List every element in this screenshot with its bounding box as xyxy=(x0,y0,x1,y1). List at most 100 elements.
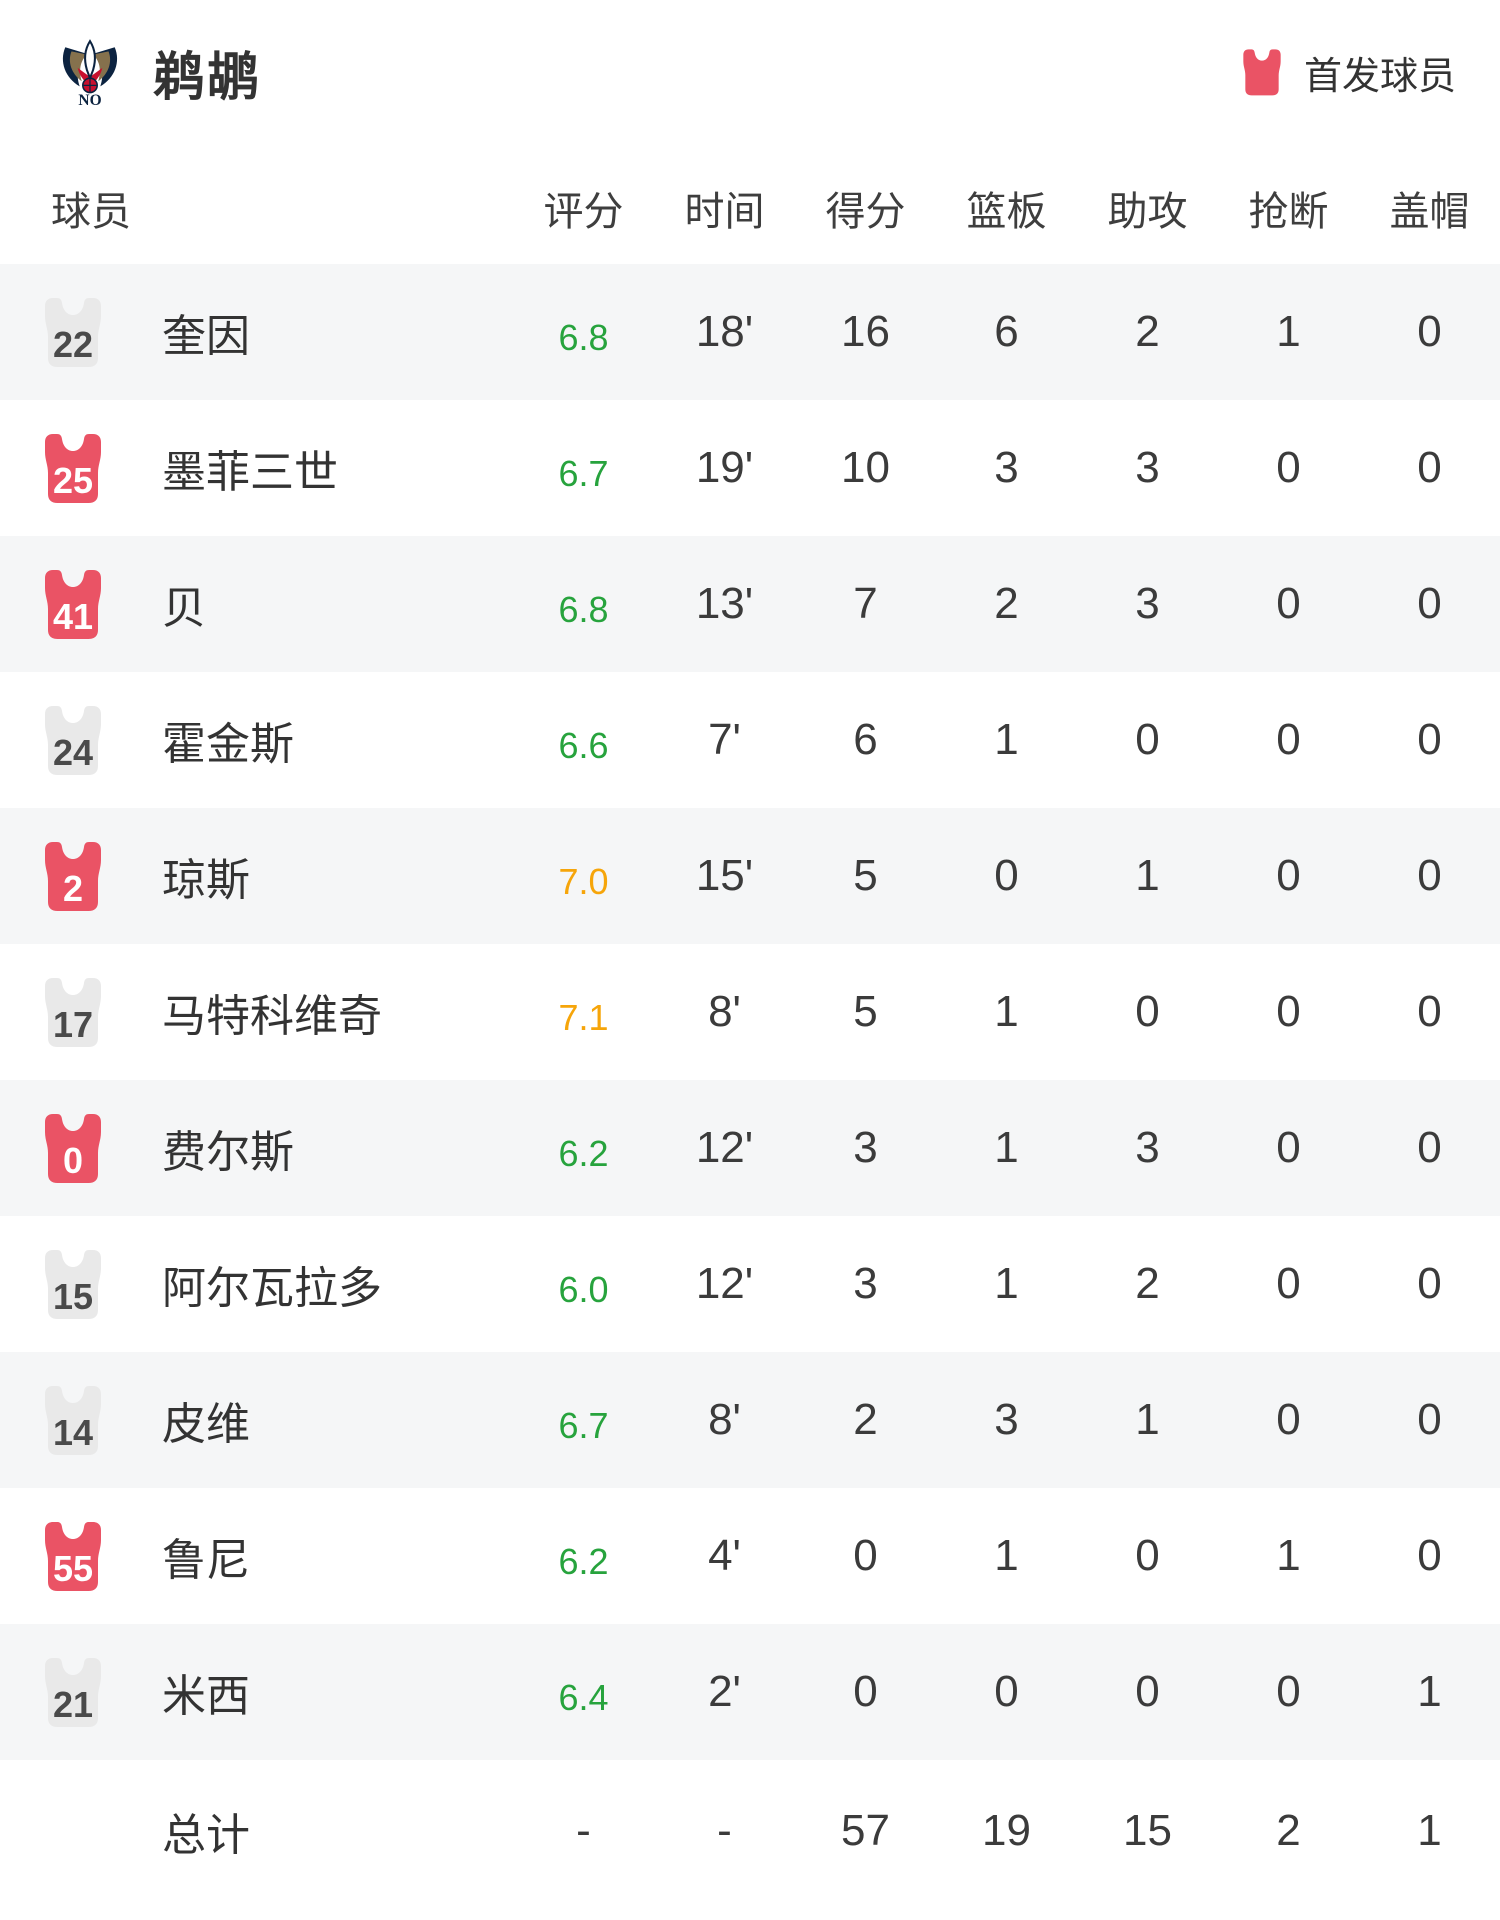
assists-value: 0 xyxy=(1135,1531,1160,1580)
steals-value: 0 xyxy=(1276,851,1301,900)
table-row[interactable]: 25 墨菲三世 6.7 19' 10 3 3 0 0 xyxy=(0,400,1500,536)
blocks-value: 0 xyxy=(1417,1395,1442,1444)
column-blocks: 盖帽 xyxy=(1389,190,1470,234)
total-time: - xyxy=(717,1806,732,1855)
time-value: 8' xyxy=(708,1395,741,1444)
points-value: 16 xyxy=(841,307,890,356)
jersey-number: 0 xyxy=(62,1140,84,1181)
points-value: 6 xyxy=(853,715,878,764)
blocks-value: 0 xyxy=(1417,987,1442,1036)
rebounds-value: 0 xyxy=(994,1667,1019,1716)
steals-value: 0 xyxy=(1276,579,1301,628)
blocks-value: 0 xyxy=(1417,715,1442,764)
player-name: 琼斯 xyxy=(162,856,250,905)
rebounds-value: 3 xyxy=(994,1395,1019,1444)
time-value: 15' xyxy=(695,851,754,900)
time-value: 19' xyxy=(695,443,754,492)
points-value: 10 xyxy=(841,443,890,492)
blocks-value: 1 xyxy=(1417,1667,1442,1716)
jersey-icon: 17 xyxy=(40,976,106,1048)
assists-value: 0 xyxy=(1135,1667,1160,1716)
steals-value: 1 xyxy=(1276,307,1301,356)
jersey-icon: 15 xyxy=(40,1248,106,1320)
table-row[interactable]: 2 琼斯 7.0 15' 5 0 1 0 0 xyxy=(0,808,1500,944)
rebounds-value: 1 xyxy=(994,1123,1019,1172)
blocks-value: 0 xyxy=(1417,1123,1442,1172)
points-value: 5 xyxy=(853,987,878,1036)
column-player: 球员 xyxy=(51,190,131,234)
time-value: 2' xyxy=(708,1667,741,1716)
table-row[interactable]: 55 鲁尼 6.2 4' 0 1 0 1 0 xyxy=(0,1488,1500,1624)
points-value: 0 xyxy=(853,1531,878,1580)
jersey-number: 14 xyxy=(52,1412,94,1453)
total-label: 总计 xyxy=(162,1811,250,1860)
table-row[interactable]: 0 费尔斯 6.2 12' 3 1 3 0 0 xyxy=(0,1080,1500,1216)
total-rating: - xyxy=(576,1806,591,1855)
time-value: 12' xyxy=(695,1259,754,1308)
jersey-number: 41 xyxy=(52,596,94,637)
jersey-number: 15 xyxy=(52,1276,94,1317)
assists-value: 0 xyxy=(1135,715,1160,764)
steals-value: 0 xyxy=(1276,987,1301,1036)
rebounds-value: 1 xyxy=(994,987,1019,1036)
points-value: 5 xyxy=(853,851,878,900)
time-value: 7' xyxy=(708,715,741,764)
steals-value: 0 xyxy=(1276,1667,1301,1716)
starter-legend: 首发球员 xyxy=(1240,45,1456,100)
assists-value: 3 xyxy=(1135,443,1160,492)
column-assists: 助攻 xyxy=(1107,190,1188,234)
jersey-icon: 24 xyxy=(40,704,106,776)
assists-value: 2 xyxy=(1135,307,1160,356)
team-header: NO 鹈鹕 首发球员 xyxy=(0,0,1500,110)
blocks-value: 0 xyxy=(1417,443,1442,492)
jersey-icon: 2 xyxy=(40,840,106,912)
blocks-value: 0 xyxy=(1417,1259,1442,1308)
assists-value: 3 xyxy=(1135,1123,1160,1172)
table-column-header: 球员 评分 时间 得分 篮板 助攻 抢断 盖帽 xyxy=(0,166,1500,250)
jersey-icon: 22 xyxy=(40,296,106,368)
jersey-number: 55 xyxy=(52,1548,94,1589)
player-name: 费尔斯 xyxy=(162,1128,294,1177)
jersey-icon: 0 xyxy=(40,1112,106,1184)
points-value: 2 xyxy=(853,1395,878,1444)
column-rebounds: 篮板 xyxy=(966,190,1047,234)
jersey-number: 17 xyxy=(52,1004,94,1045)
player-name: 墨菲三世 xyxy=(162,448,338,497)
table-row[interactable]: 15 阿尔瓦拉多 6.0 12' 3 1 2 0 0 xyxy=(0,1216,1500,1352)
total-points: 57 xyxy=(841,1806,890,1855)
player-name: 鲁尼 xyxy=(162,1536,250,1585)
table-row[interactable]: 41 贝 6.8 13' 7 2 3 0 0 xyxy=(0,536,1500,672)
player-rows: 22 奎因 6.8 18' 16 6 2 1 0 25 xyxy=(0,264,1500,1760)
starter-jersey-icon xyxy=(1240,48,1284,96)
table-row[interactable]: 24 霍金斯 6.6 7' 6 1 0 0 0 xyxy=(0,672,1500,808)
rebounds-value: 6 xyxy=(994,307,1019,356)
jersey-number: 25 xyxy=(52,460,94,501)
table-row[interactable]: 14 皮维 6.7 8' 2 3 1 0 0 xyxy=(0,1352,1500,1488)
svg-text:NO: NO xyxy=(78,92,101,107)
time-value: 18' xyxy=(695,307,754,356)
total-rebounds: 19 xyxy=(982,1806,1031,1855)
time-value: 8' xyxy=(708,987,741,1036)
table-row[interactable]: 22 奎因 6.8 18' 16 6 2 1 0 xyxy=(0,264,1500,400)
blocks-value: 0 xyxy=(1417,307,1442,356)
jersey-icon: 14 xyxy=(40,1384,106,1456)
time-value: 12' xyxy=(695,1123,754,1172)
steals-value: 0 xyxy=(1276,1259,1301,1308)
column-steals: 抢断 xyxy=(1248,190,1329,234)
player-name: 皮维 xyxy=(162,1400,250,1449)
table-row[interactable]: 21 米西 6.4 2' 0 0 0 0 1 xyxy=(0,1624,1500,1760)
rebounds-value: 3 xyxy=(994,443,1019,492)
jersey-number: 24 xyxy=(52,732,94,773)
jersey-number: 2 xyxy=(62,868,84,909)
table-row[interactable]: 17 马特科维奇 7.1 8' 5 1 0 0 0 xyxy=(0,944,1500,1080)
blocks-value: 0 xyxy=(1417,851,1442,900)
jersey-icon: 55 xyxy=(40,1520,106,1592)
points-value: 3 xyxy=(853,1259,878,1308)
steals-value: 0 xyxy=(1276,715,1301,764)
assists-value: 3 xyxy=(1135,579,1160,628)
rebounds-value: 1 xyxy=(994,715,1019,764)
assists-value: 0 xyxy=(1135,987,1160,1036)
starter-legend-label: 首发球员 xyxy=(1303,55,1456,98)
rebounds-value: 1 xyxy=(994,1531,1019,1580)
jersey-icon: 21 xyxy=(40,1656,106,1728)
